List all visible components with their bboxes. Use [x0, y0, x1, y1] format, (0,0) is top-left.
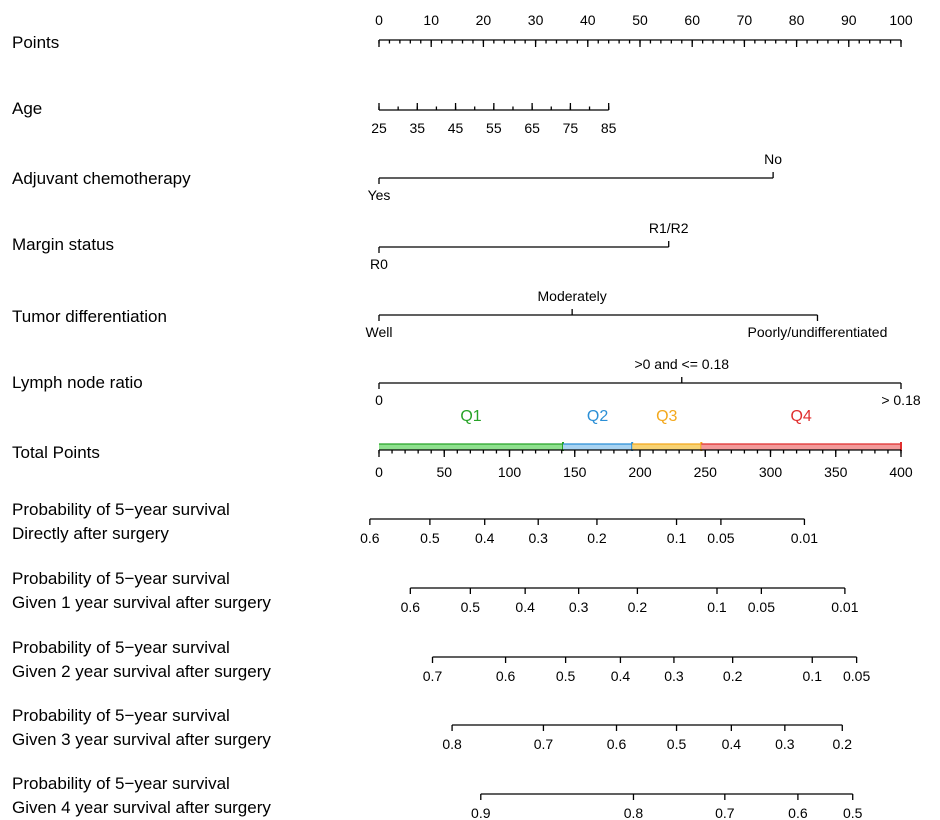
prob-tick-label: 0.6 [360, 530, 380, 546]
prob-tick-label: 0.05 [707, 530, 734, 546]
row-label: Tumor differentiation [12, 307, 167, 326]
level-label: R0 [370, 256, 388, 272]
prob-tick-label: 0.1 [707, 599, 727, 615]
tick-label: 100 [889, 12, 913, 28]
quartile-band [563, 444, 633, 450]
row-label: Directly after surgery [12, 524, 169, 543]
prob-tick-label: 0.8 [442, 736, 462, 752]
level-label: Moderately [538, 288, 607, 304]
row-label: Given 2 year survival after surgery [12, 662, 271, 681]
prob-tick-label: 0.4 [475, 530, 495, 546]
row-label: Age [12, 99, 42, 118]
level-label: No [764, 151, 782, 167]
tick-label: 40 [580, 12, 596, 28]
prob-tick-label: 0.5 [420, 530, 440, 546]
prob-tick-label: 0.4 [611, 668, 631, 684]
prob-tick-label: 0.2 [587, 530, 607, 546]
prob-tick-label: 0.7 [423, 668, 443, 684]
prob-tick-label: 0.3 [664, 668, 684, 684]
row-label: Probability of 5−year survival [12, 706, 230, 725]
row-label: Points [12, 33, 59, 52]
prob-tick-label: 0.2 [833, 736, 853, 752]
quartile-label: Q3 [656, 408, 677, 425]
tick-label: 55 [486, 120, 502, 136]
level-label: Poorly/undifferentiated [748, 324, 888, 340]
prob-tick-label: 0.6 [788, 805, 808, 820]
row-label: Adjuvant chemotherapy [12, 169, 191, 188]
quartile-band [632, 444, 702, 450]
prob-tick-label: 0.2 [723, 668, 743, 684]
prob-tick-label: 0.5 [556, 668, 576, 684]
row-label: Probability of 5−year survival [12, 500, 230, 519]
tick-label: 65 [524, 120, 540, 136]
tick-label: 0 [375, 12, 383, 28]
quartile-band [379, 444, 564, 450]
tick-label: 80 [789, 12, 805, 28]
prob-tick-label: 0.05 [843, 668, 870, 684]
row-label: Given 1 year survival after surgery [12, 593, 271, 612]
prob-tick-label: 0.3 [569, 599, 589, 615]
row-label: Margin status [12, 235, 114, 254]
prob-tick-label: 0.8 [624, 805, 644, 820]
tick-label: 350 [824, 464, 848, 480]
prob-tick-label: 0.3 [775, 736, 795, 752]
prob-tick-label: 0.6 [496, 668, 516, 684]
prob-tick-label: 0.4 [722, 736, 742, 752]
prob-tick-label: 0.2 [628, 599, 648, 615]
quartile-label: Q2 [587, 408, 608, 425]
level-label: > 0.18 [881, 392, 921, 408]
tick-label: 50 [632, 12, 648, 28]
prob-tick-label: 0.5 [667, 736, 687, 752]
level-label: Well [366, 324, 393, 340]
quartile-band [701, 444, 901, 450]
prob-tick-label: 0.7 [715, 805, 735, 820]
prob-tick-label: 0.1 [803, 668, 823, 684]
tick-label: 250 [694, 464, 718, 480]
prob-tick-label: 0.5 [843, 805, 863, 820]
quartile-label: Q4 [790, 408, 811, 425]
tick-label: 85 [601, 120, 617, 136]
prob-tick-label: 0.5 [461, 599, 481, 615]
prob-tick-label: 0.6 [401, 599, 421, 615]
row-label: Lymph node ratio [12, 373, 143, 392]
prob-tick-label: 0.1 [667, 530, 687, 546]
tick-label: 0 [375, 464, 383, 480]
level-label: 0 [375, 392, 383, 408]
tick-label: 45 [448, 120, 464, 136]
prob-tick-label: 0.6 [607, 736, 627, 752]
tick-label: 20 [476, 12, 492, 28]
prob-tick-label: 0.4 [515, 599, 535, 615]
prob-tick-label: 0.3 [528, 530, 548, 546]
level-label: Yes [368, 187, 391, 203]
tick-label: 35 [409, 120, 425, 136]
prob-tick-label: 0.05 [748, 599, 775, 615]
tick-label: 70 [737, 12, 753, 28]
row-label: Probability of 5−year survival [12, 569, 230, 588]
quartile-label: Q1 [460, 408, 481, 425]
tick-label: 100 [498, 464, 522, 480]
prob-tick-label: 0.01 [791, 530, 818, 546]
tick-label: 75 [563, 120, 579, 136]
tick-label: 300 [759, 464, 783, 480]
row-label: Total Points [12, 443, 100, 462]
tick-label: 30 [528, 12, 544, 28]
tick-label: 400 [889, 464, 913, 480]
prob-tick-label: 0.9 [471, 805, 491, 820]
prob-tick-label: 0.01 [831, 599, 858, 615]
row-label: Given 3 year survival after surgery [12, 730, 271, 749]
row-label: Probability of 5−year survival [12, 638, 230, 657]
tick-label: 50 [436, 464, 452, 480]
level-label: >0 and <= 0.18 [634, 356, 729, 372]
row-label: Probability of 5−year survival [12, 774, 230, 793]
tick-label: 200 [628, 464, 652, 480]
level-label: R1/R2 [649, 220, 689, 236]
tick-label: 25 [371, 120, 387, 136]
tick-label: 60 [684, 12, 700, 28]
row-label: Given 4 year survival after surgery [12, 798, 271, 817]
prob-tick-label: 0.7 [534, 736, 554, 752]
tick-label: 150 [563, 464, 587, 480]
tick-label: 90 [841, 12, 857, 28]
tick-label: 10 [423, 12, 439, 28]
